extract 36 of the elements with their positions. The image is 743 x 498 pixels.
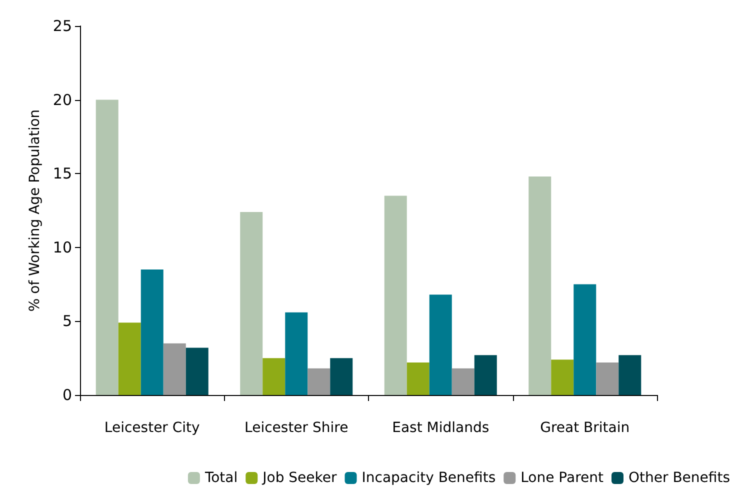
bar	[551, 360, 574, 395]
y-tick-label: 25	[52, 17, 72, 35]
bar	[618, 355, 642, 395]
bar	[285, 312, 308, 395]
bar	[574, 284, 596, 395]
bar	[429, 294, 452, 395]
legend-label: Lone Parent	[520, 470, 604, 486]
bar	[308, 368, 330, 395]
y-tick-label: 5	[62, 312, 72, 330]
bar	[163, 343, 186, 395]
bar	[186, 348, 208, 395]
bar	[596, 362, 619, 395]
x-tick-label: East Midlands	[392, 420, 490, 436]
y-tick-label: 10	[52, 238, 72, 256]
legend-label: Incapacity Benefits	[362, 470, 496, 486]
y-tick-label: 15	[52, 164, 72, 183]
y-tick-label: 0	[62, 386, 72, 404]
bar	[384, 196, 407, 395]
bar	[240, 212, 263, 395]
bar	[452, 368, 474, 395]
bar	[140, 270, 164, 395]
bar	[96, 100, 118, 395]
x-tick-label: Great Britain	[540, 420, 630, 436]
bar	[118, 322, 141, 395]
x-tick-label: Leicester City	[104, 420, 200, 436]
bar	[330, 358, 353, 395]
x-tick-label: Leicester Shire	[244, 420, 348, 436]
legend-label: Total	[204, 470, 238, 486]
legend-label: Job Seeker	[262, 470, 338, 486]
bar	[474, 355, 497, 395]
y-tick-label: 20	[52, 90, 72, 109]
bar	[528, 176, 552, 395]
bar	[262, 358, 286, 395]
legend-label: Other Benefits	[628, 470, 730, 486]
y-axis-title: % of Working Age Population	[27, 109, 44, 312]
bar	[406, 362, 430, 395]
